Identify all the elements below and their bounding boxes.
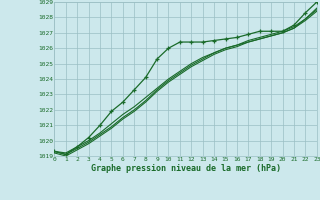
X-axis label: Graphe pression niveau de la mer (hPa): Graphe pression niveau de la mer (hPa) (91, 164, 281, 173)
